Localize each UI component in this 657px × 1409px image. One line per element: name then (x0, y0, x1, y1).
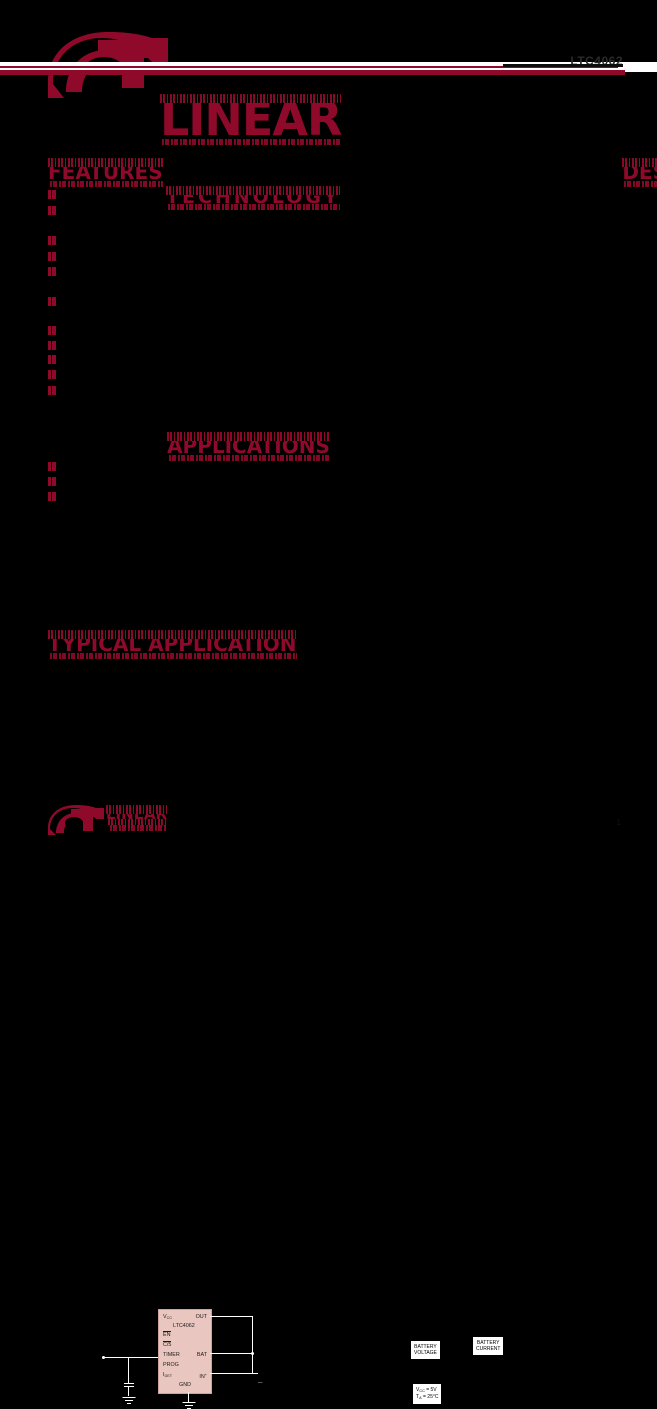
pin-label-prog: PROG (163, 1362, 179, 1368)
callout-battery-voltage: BATTERY VOLTAGE (411, 1341, 440, 1359)
pin-label-in-plus: IN+ (199, 1373, 207, 1380)
wire-vcc-input (104, 1357, 158, 1358)
footer-sub-wordmark: TECHNOLOGY (108, 819, 168, 830)
feature-bullet-marker (48, 297, 56, 306)
feature-bullet-marker (48, 355, 56, 364)
pin-label-gnd: GND (179, 1382, 191, 1388)
callout-battery-current: BATTERY CURRENT (473, 1337, 504, 1355)
feature-bullet-marker (48, 252, 56, 261)
part-number-mask (503, 64, 623, 67)
wire-ic-gnd (188, 1392, 189, 1402)
lt-swirl-icon-footer (48, 805, 104, 835)
feature-bullet-marker (48, 370, 56, 379)
node-dot-bat (251, 1352, 254, 1355)
logo-sub-wordmark: TECHNOLOGY (166, 186, 341, 210)
pin-label-en: EN (163, 1330, 171, 1338)
cap-plate-top (124, 1383, 134, 1384)
label-load: — (258, 1380, 263, 1385)
wire-in-plus (210, 1373, 258, 1374)
callout-test-conditions: VCC = 5V TA = 25°C (413, 1384, 442, 1404)
wire-sense-return (252, 1316, 253, 1374)
wire-bat (210, 1353, 252, 1354)
pin-label-timer: TIMER (163, 1352, 180, 1358)
pin-label-idet: IDET (163, 1372, 173, 1378)
ground-symbol-ic (182, 1402, 196, 1409)
feature-bullet-marker (48, 386, 56, 395)
ground-symbol-input (122, 1397, 136, 1404)
node-dot-input (102, 1356, 105, 1359)
header-rule-thin (0, 66, 618, 68)
applications-heading: APPLICATIONS (167, 432, 330, 461)
cap-plate-bottom (124, 1386, 134, 1387)
pin-label-vcc: VCC (163, 1314, 173, 1320)
page-number: 1 (616, 818, 621, 827)
feature-bullet-marker (48, 267, 56, 276)
feature-bullet-marker (48, 236, 56, 245)
feature-bullet-marker (48, 326, 56, 335)
ic-package-ltc4062: VCC OUT LTC4062 EN C/5 TIMER BAT PROG ID… (158, 1309, 212, 1394)
wire-input-cap-leg (128, 1357, 129, 1383)
footer-logo: LINEAR TECHNOLOGY (48, 805, 168, 839)
feature-bullet-marker (48, 206, 56, 215)
description-heading: DESCRIPTION (622, 158, 657, 187)
feature-bullet-marker (48, 341, 56, 350)
application-bullet-marker (48, 477, 56, 486)
callout-battery-voltage-line2: VOLTAGE (414, 1350, 437, 1356)
pin-label-c5: C/5 (163, 1340, 172, 1348)
page-header: LINEAR TECHNOLOGY LTC4062 (0, 0, 657, 210)
typical-application-schematic: VCC OUT LTC4062 EN C/5 TIMER BAT PROG ID… (0, 640, 657, 1409)
pin-label-out: OUT (195, 1314, 207, 1320)
condition-temperature: TA = 25°C (416, 1394, 439, 1400)
condition-vcc: VCC = 5V (416, 1386, 437, 1393)
application-bullet-marker (48, 492, 56, 501)
feature-bullet-marker (48, 190, 56, 199)
features-heading: FEATURES (48, 158, 163, 187)
callout-battery-current-line2: CURRENT (476, 1346, 501, 1352)
wire-out (210, 1316, 252, 1317)
logo-wordmark: LINEAR (160, 92, 342, 146)
application-bullet-marker (48, 462, 56, 471)
pin-label-bat: BAT (196, 1352, 207, 1358)
header-rule (0, 70, 625, 75)
ic-part-label: LTC4062 (173, 1323, 195, 1329)
wire-cap-to-gnd (128, 1386, 129, 1396)
